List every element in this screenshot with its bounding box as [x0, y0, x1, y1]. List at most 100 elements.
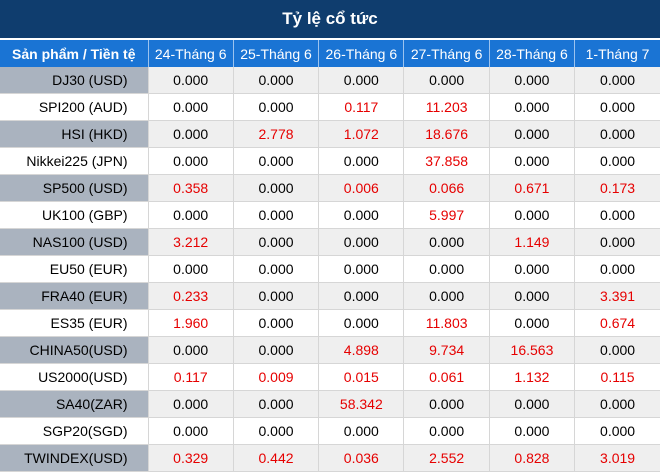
column-header-date: 27-Tháng 6	[403, 40, 490, 67]
product-label: US2000(USD)	[0, 363, 149, 391]
product-label: FRA40 (EUR)	[0, 282, 149, 310]
dividend-value-cell: 0.671	[489, 174, 576, 202]
dividend-value-cell: 0.117	[148, 363, 234, 391]
dividend-value-cell: 0.442	[233, 444, 320, 472]
dividend-value-cell: 0.000	[489, 120, 576, 148]
dividend-value-cell: 3.212	[148, 228, 234, 256]
dividend-value-cell: 0.000	[574, 255, 660, 283]
product-label: SPI200 (AUD)	[0, 93, 149, 121]
dividend-value-cell: 0.000	[233, 309, 320, 337]
dividend-value-cell: 0.115	[574, 363, 660, 391]
dividend-value-cell: 0.000	[233, 282, 320, 310]
dividend-value-cell: 0.066	[403, 174, 490, 202]
dividend-table: Sản phẩm / Tiền tệ 24-Tháng 6 25-Tháng 6…	[0, 40, 660, 472]
dividend-value-cell: 0.000	[148, 336, 234, 364]
dividend-value-cell: 0.000	[233, 417, 320, 445]
dividend-value-cell: 0.000	[574, 417, 660, 445]
column-header-date: 26-Tháng 6	[318, 40, 405, 67]
dividend-value-cell: 0.000	[148, 147, 234, 175]
dividend-value-cell: 0.117	[318, 93, 405, 121]
dividend-value-cell: 1.132	[489, 363, 576, 391]
dividend-value-cell: 0.233	[148, 282, 234, 310]
dividend-value-cell: 0.000	[489, 67, 576, 94]
dividend-value-cell: 2.778	[233, 120, 320, 148]
product-label: SP500 (USD)	[0, 174, 149, 202]
table-row: Nikkei225 (JPN) 0.000 0.000 0.000 37.858 0.00…	[0, 147, 660, 175]
product-label: SGP20(SGD)	[0, 417, 149, 445]
table-row: EU50 (EUR) 0.000 0.000 0.000 0.000 0.000 0.000	[0, 255, 660, 283]
dividend-value-cell: 0.000	[233, 228, 320, 256]
dividend-value-cell: 1.072	[318, 120, 405, 148]
table-row: TWINDEX(USD) 0.329 0.442 0.036 2.552 0.828 3.0…	[0, 444, 660, 472]
dividend-value-cell: 0.000	[489, 417, 576, 445]
table-row: UK100 (GBP) 0.000 0.000 0.000 5.997 0.000 0.00…	[0, 201, 660, 229]
dividend-value-cell: 16.563	[489, 336, 576, 364]
column-header-date: 1-Tháng 7	[574, 40, 660, 67]
table-row: ES35 (EUR) 1.960 0.000 0.000 11.803 0.000 0.67…	[0, 309, 660, 337]
table-header-row: Sản phẩm / Tiền tệ 24-Tháng 6 25-Tháng 6…	[0, 40, 660, 67]
dividend-value-cell: 0.000	[318, 282, 405, 310]
column-header-date: 25-Tháng 6	[233, 40, 320, 67]
dividend-value-cell: 0.000	[318, 309, 405, 337]
dividend-value-cell: 0.000	[489, 390, 576, 418]
table-row: HSI (HKD) 0.000 2.778 1.072 18.676 0.000 0.000	[0, 120, 660, 148]
dividend-value-cell: 0.000	[403, 417, 490, 445]
dividend-value-cell: 4.898	[318, 336, 405, 364]
page-title: Tỷ lệ cổ tức	[0, 0, 660, 40]
dividend-value-cell: 0.000	[318, 147, 405, 175]
dividend-value-cell: 0.009	[233, 363, 320, 391]
dividend-value-cell: 0.000	[403, 255, 490, 283]
table-row: FRA40 (EUR) 0.233 0.000 0.000 0.000 0.000 3.39…	[0, 282, 660, 310]
dividend-value-cell: 9.734	[403, 336, 490, 364]
dividend-value-cell: 0.000	[233, 336, 320, 364]
product-label: CHINA50(USD)	[0, 336, 149, 364]
dividend-value-cell: 0.000	[574, 120, 660, 148]
dividend-value-cell: 0.000	[574, 336, 660, 364]
dividend-value-cell: 0.000	[574, 67, 660, 94]
dividend-value-cell: 0.000	[318, 255, 405, 283]
dividend-value-cell: 0.173	[574, 174, 660, 202]
dividend-value-cell: 0.000	[489, 255, 576, 283]
dividend-value-cell: 0.000	[489, 147, 576, 175]
dividend-value-cell: 0.000	[574, 390, 660, 418]
dividend-value-cell: 0.828	[489, 444, 576, 472]
dividend-value-cell: 0.329	[148, 444, 234, 472]
dividend-value-cell: 11.203	[403, 93, 490, 121]
dividend-value-cell: 11.803	[403, 309, 490, 337]
dividend-value-cell: 0.000	[148, 417, 234, 445]
dividend-value-cell: 0.000	[403, 282, 490, 310]
dividend-value-cell: 0.000	[233, 255, 320, 283]
dividend-value-cell: 0.000	[318, 67, 405, 94]
dividend-value-cell: 0.000	[489, 309, 576, 337]
table-row: NAS100 (USD) 3.212 0.000 0.000 0.000 1.149 0.0…	[0, 228, 660, 256]
dividend-value-cell: 0.000	[148, 201, 234, 229]
product-label: ES35 (EUR)	[0, 309, 149, 337]
product-label: HSI (HKD)	[0, 120, 149, 148]
dividend-value-cell: 0.000	[148, 93, 234, 121]
dividend-value-cell: 0.000	[574, 93, 660, 121]
dividend-value-cell: 0.000	[318, 417, 405, 445]
table-row: SA40(ZAR) 0.000 0.000 58.342 0.000 0.000 0.000	[0, 390, 660, 418]
dividend-value-cell: 58.342	[318, 390, 405, 418]
table-row: US2000(USD) 0.117 0.009 0.015 0.061 1.132 0.11…	[0, 363, 660, 391]
product-label: DJ30 (USD)	[0, 67, 149, 94]
dividend-value-cell: 0.000	[403, 390, 490, 418]
dividend-value-cell: 0.000	[574, 147, 660, 175]
dividend-value-cell: 0.000	[489, 282, 576, 310]
table-row: SP500 (USD) 0.358 0.000 0.006 0.066 0.671 0.17…	[0, 174, 660, 202]
dividend-value-cell: 0.000	[148, 255, 234, 283]
product-label: EU50 (EUR)	[0, 255, 149, 283]
dividend-value-cell: 0.000	[489, 93, 576, 121]
dividend-value-cell: 0.000	[233, 93, 320, 121]
table-row: DJ30 (USD) 0.000 0.000 0.000 0.000 0.000 0.000	[0, 67, 660, 94]
dividend-value-cell: 0.674	[574, 309, 660, 337]
dividend-value-cell: 0.000	[574, 201, 660, 229]
dividend-value-cell: 37.858	[403, 147, 490, 175]
dividend-value-cell: 0.000	[148, 67, 234, 94]
dividend-value-cell: 5.997	[403, 201, 490, 229]
table-row: SPI200 (AUD) 0.000 0.000 0.117 11.203 0.000 0.…	[0, 93, 660, 121]
dividend-value-cell: 0.000	[318, 201, 405, 229]
dividend-value-cell: 0.358	[148, 174, 234, 202]
dividend-value-cell: 3.391	[574, 282, 660, 310]
dividend-value-cell: 0.000	[403, 228, 490, 256]
